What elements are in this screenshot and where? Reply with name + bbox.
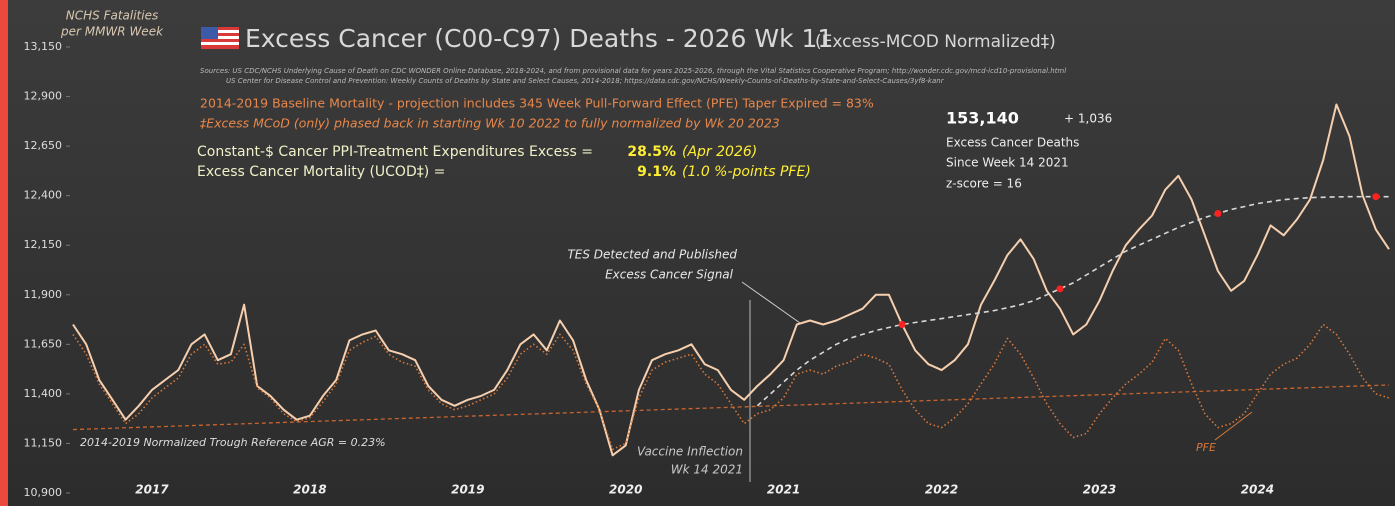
summary-total: 153,140	[946, 109, 1019, 128]
y-tick-label: 10,900	[24, 486, 63, 499]
flag	[201, 27, 239, 49]
y-tick-label: 11,900	[24, 288, 63, 301]
stat-value: 9.1%	[637, 164, 676, 180]
reference-label: 2014-2019 Normalized Trough Reference AG…	[80, 436, 386, 449]
y-axis-label: NCHS Fatalities	[66, 9, 158, 23]
crossing-marker	[1372, 193, 1380, 201]
y-tick-label: 12,650	[24, 139, 63, 152]
series-line	[72, 103, 1390, 457]
y-axis-label: per MMWR Week	[60, 25, 164, 39]
annotation: Excess Cancer Signal	[605, 268, 734, 282]
annotation: Wk 14 2021	[671, 463, 743, 477]
stat-label: Excess Cancer Mortality (UCOD‡) =	[197, 164, 445, 180]
note: ‡Excess MCoD (only) phased back in start…	[199, 116, 780, 131]
x-tick-label: 2020	[609, 483, 642, 497]
y-tick-label: 12,150	[24, 238, 63, 251]
y-tick-label: 12,900	[24, 90, 63, 103]
x-tick-label: 2022	[925, 483, 958, 497]
y-tick-label: 12,400	[24, 189, 63, 202]
chart-title: Excess Cancer (C00-C97) Deaths - 2026 Wk…	[245, 24, 833, 53]
summary-line: Excess Cancer Deaths	[946, 136, 1079, 150]
annotation-arrow	[1214, 411, 1253, 441]
side-strip	[0, 0, 8, 506]
stat-label: Constant-$ Cancer PPI-Treatment Expendit…	[197, 144, 593, 160]
x-tick-label: 2023	[1083, 483, 1116, 497]
annotation: Vaccine Inflection	[637, 445, 743, 459]
x-tick-label: 2024	[1241, 483, 1274, 497]
crossing-marker	[1214, 210, 1222, 218]
x-tick-label: 2017	[135, 483, 169, 497]
summary-line: z-score = 16	[946, 177, 1022, 191]
y-tick-label: 11,400	[24, 387, 63, 400]
summary-change: + 1,036	[1064, 112, 1112, 126]
source: US Center for Disease Control and Preven…	[226, 77, 945, 85]
x-tick-label: 2019	[451, 483, 484, 497]
crossing-marker	[1056, 285, 1064, 293]
note: 2014-2019 Baseline Mortality - projectio…	[200, 96, 874, 111]
chart-subtitle: (Excess-MCOD Normalized‡)	[815, 32, 1056, 52]
stat-note: (1.0 %-points PFE)	[682, 164, 811, 180]
series-line	[72, 323, 1390, 451]
stat-note: (Apr 2026)	[682, 144, 757, 160]
summary-line: Since Week 14 2021	[946, 156, 1069, 170]
y-tick-label: 11,150	[24, 436, 63, 449]
series-line	[756, 195, 1389, 407]
y-tick-label: 13,150	[24, 40, 63, 53]
annotation: TES Detected and Published	[567, 248, 737, 262]
source: Sources: US CDC/NCHS Underlying Cause of…	[200, 67, 1066, 75]
reference-line	[72, 384, 1390, 431]
annotation: PFE	[1196, 441, 1216, 454]
y-tick-label: 11,650	[24, 337, 63, 350]
x-tick-label: 2018	[293, 483, 326, 497]
stat-value: 28.5%	[627, 144, 676, 160]
x-tick-label: 2021	[767, 483, 800, 497]
crossing-marker	[898, 321, 906, 329]
annotation-arrow	[741, 281, 801, 324]
